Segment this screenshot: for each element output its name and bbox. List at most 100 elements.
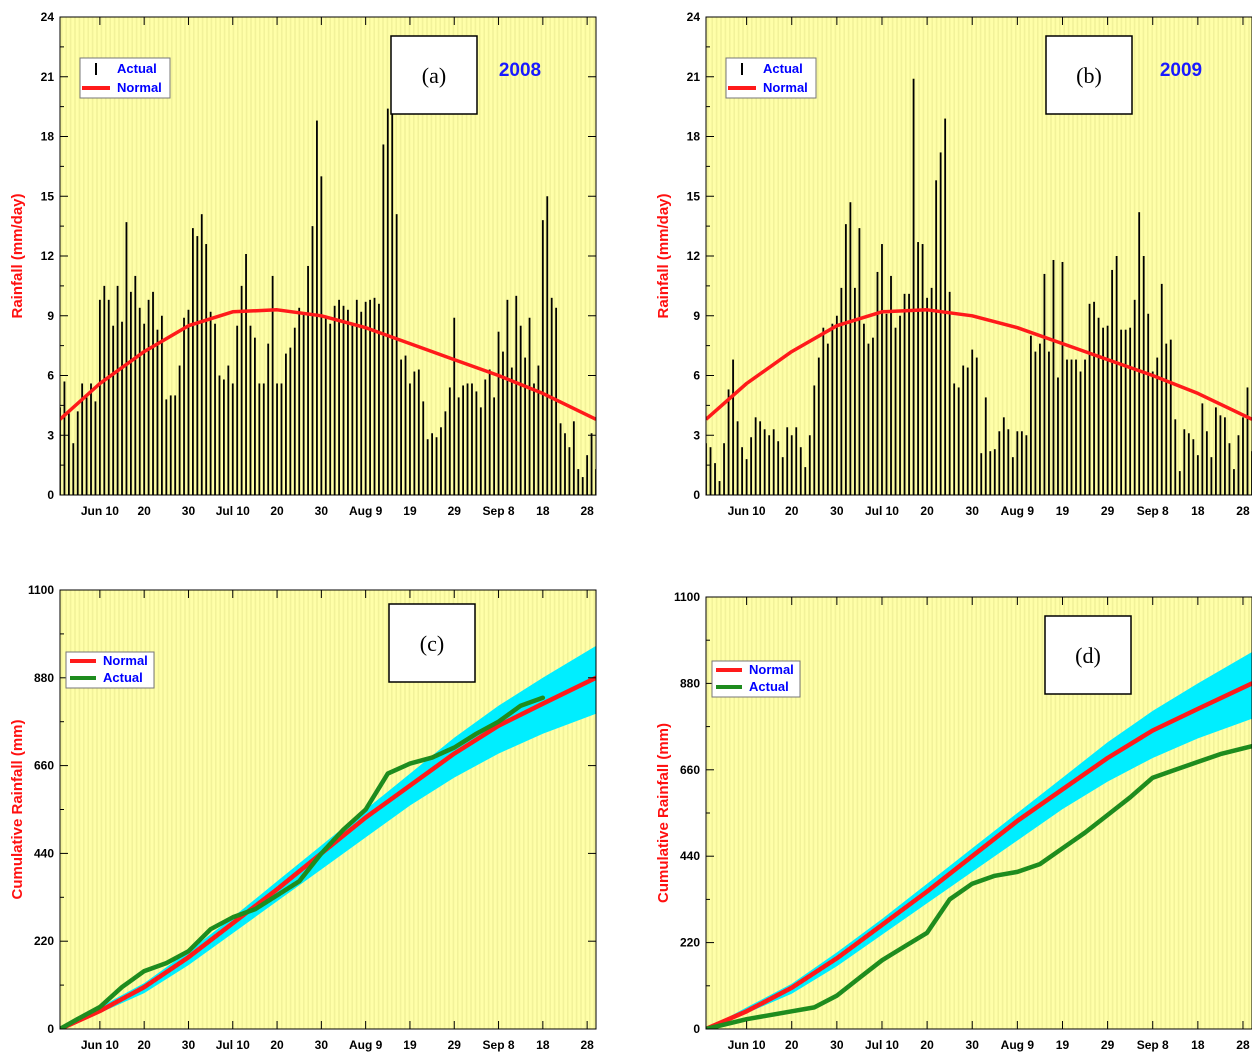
bar-actual (205, 244, 208, 495)
y-tick-label: 220 (34, 934, 54, 948)
bar-actual (872, 337, 874, 495)
x-tick-label: Jun 10 (81, 1038, 119, 1052)
bar-actual (1048, 351, 1050, 495)
bar-actual (1016, 431, 1019, 495)
bar-actual (876, 271, 879, 495)
bar-actual (1192, 439, 1195, 495)
y-tick-label: 24 (41, 10, 55, 24)
bar-actual (320, 176, 323, 495)
bar-actual (510, 367, 513, 495)
panel-c: 0 220 440 660 880 1100 Jun 10 20 30 Jul 10 20 30 Aug… (9, 583, 597, 1052)
x-tick-label: Jul 10 (216, 1038, 250, 1052)
bar-actual (817, 357, 820, 495)
bar-actual (1057, 377, 1059, 495)
bar-actual (386, 108, 389, 495)
bar-actual (63, 381, 66, 495)
bar-actual (546, 196, 549, 495)
bar-actual (826, 343, 829, 495)
bar-actual (1093, 301, 1095, 495)
y-tick-label: 18 (41, 130, 55, 144)
bar-actual (112, 325, 115, 495)
bar-actual (1025, 435, 1028, 495)
panel-label: (d) (1075, 643, 1101, 668)
normal-line (706, 308, 1252, 421)
bar-actual (772, 429, 775, 495)
bar-actual (948, 291, 951, 495)
bar-actual (90, 383, 92, 495)
bar-actual (790, 435, 793, 495)
bar-actual (249, 325, 252, 495)
bar-actual (1120, 329, 1123, 495)
legend: Actual Normal (725, 57, 817, 99)
bar-actual (94, 401, 97, 495)
bar-actual (1246, 387, 1249, 495)
x-tick-label: 28 (1236, 504, 1250, 518)
bar-actual (586, 455, 589, 495)
bar-actual (1205, 431, 1208, 495)
panel-label: (c) (420, 631, 444, 656)
bar-actual (808, 435, 811, 495)
bar-actual (736, 421, 739, 495)
year-label: 2008 (499, 60, 541, 81)
bar-actual (369, 299, 371, 495)
bar-actual (799, 447, 802, 495)
bar-actual (1088, 303, 1091, 495)
x-tick-label: Jun 10 (728, 504, 766, 518)
x-tick-label: 30 (182, 504, 196, 518)
x-tick-label: 30 (315, 504, 329, 518)
y-axis-label: Cumulative Rainfall (mm) (9, 719, 26, 899)
x-tick-label: 20 (137, 504, 151, 518)
bar-actual (813, 385, 816, 495)
bar-actual (1138, 212, 1141, 495)
bar-actual (174, 395, 177, 495)
bar-actual (479, 407, 482, 495)
bar-actual (577, 469, 580, 495)
bar-actual (572, 421, 575, 495)
bar-actual (466, 383, 469, 495)
bar-actual (391, 82, 394, 495)
bar-actual (1102, 327, 1104, 495)
bar-actual (1183, 429, 1186, 495)
x-tick-label: Aug 9 (349, 1038, 383, 1052)
bar-actual (1129, 327, 1132, 495)
bar-actual (899, 315, 901, 495)
bar-actual (81, 383, 84, 495)
bar-actual (1066, 359, 1068, 495)
bar-actual (1133, 299, 1136, 495)
bar-actual (1233, 469, 1235, 495)
bar-actual (395, 214, 398, 495)
series-normal-line (706, 681, 1252, 1029)
bar-actual (903, 293, 906, 495)
bar-actual (854, 287, 856, 495)
bar-actual (72, 443, 75, 495)
bar-actual (718, 481, 721, 495)
bar-actual (759, 421, 762, 495)
normal-range-band (706, 652, 1252, 1029)
bar-actual (984, 397, 987, 495)
bar-actual (1052, 259, 1055, 495)
bar-actual (129, 291, 132, 495)
bar-actual (121, 321, 123, 495)
bar-actual (1187, 433, 1190, 495)
bar-actual (1196, 455, 1199, 495)
bar-actual (218, 375, 221, 495)
bar-actual (333, 305, 336, 495)
bar-actual (289, 347, 292, 495)
bar-actual (103, 285, 106, 495)
bar-actual (378, 303, 380, 495)
y-tick-label: 12 (687, 249, 701, 263)
x-tick-label: 19 (1056, 1038, 1070, 1052)
bar-actual (989, 451, 992, 495)
legend: Normal Actual (65, 651, 155, 689)
x-tick-label: Sep 8 (1137, 504, 1169, 518)
bar-actual (200, 214, 203, 495)
bar-actual (76, 411, 79, 495)
bar-actual (240, 285, 243, 495)
bar-actual (156, 329, 159, 495)
bar-actual (1124, 329, 1127, 495)
bar-actual (307, 265, 309, 495)
bar-actual (1210, 457, 1213, 495)
bar-actual (364, 301, 367, 495)
y-tick-label: 15 (687, 189, 701, 203)
